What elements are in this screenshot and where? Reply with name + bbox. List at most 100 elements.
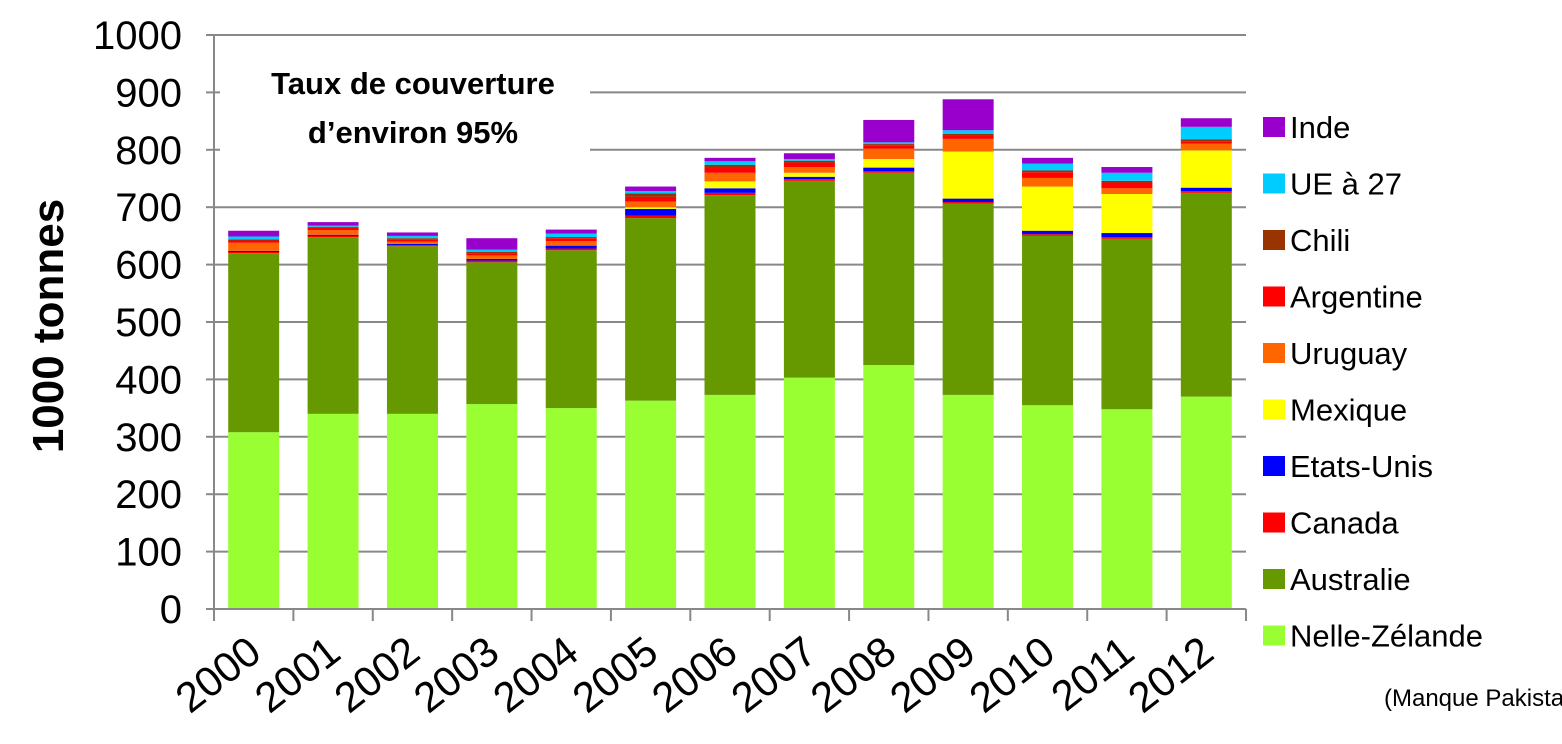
bar-segment xyxy=(386,241,438,244)
bar-segment xyxy=(704,172,756,182)
bar-segment xyxy=(1180,126,1232,140)
bar-segment xyxy=(1022,186,1074,231)
bar-segment xyxy=(1180,139,1232,142)
bar-segment xyxy=(466,262,518,405)
legend-label: Canada xyxy=(1290,506,1399,541)
bar-segment xyxy=(1022,234,1074,236)
bar-segment xyxy=(625,201,677,208)
bar-segment xyxy=(307,235,359,238)
bar-segment xyxy=(545,241,597,246)
bar-segment xyxy=(1101,409,1153,609)
x-tick-label: 2004 xyxy=(484,627,587,722)
x-tick-label: 2001 xyxy=(246,627,349,722)
y-tick-labels: 0 100 200 300 400 500 600 700 800 900 1000 xyxy=(93,14,182,632)
x-tick-label: 2011 xyxy=(1042,627,1142,720)
y-tick-label: 0 xyxy=(160,588,182,632)
bar-segment xyxy=(307,222,359,226)
legend: Inde UE à 27 Chili Argentine Uruguay Mexique E… xyxy=(1263,110,1483,654)
legend-label: Nelle-Zélande xyxy=(1290,619,1483,654)
bar-segment xyxy=(1180,118,1232,127)
legend-swatch xyxy=(1263,343,1285,363)
bar-segment xyxy=(545,408,597,609)
bar-segment xyxy=(704,167,756,173)
bar-segment xyxy=(1101,193,1153,234)
bar-segment xyxy=(466,238,518,250)
bar-segment xyxy=(1022,157,1074,164)
bar-segment xyxy=(1101,233,1153,238)
bar-segment xyxy=(466,251,518,254)
bar-segment xyxy=(307,225,359,227)
legend-swatch xyxy=(1263,569,1285,589)
bar-segment xyxy=(625,215,677,219)
bar-segment xyxy=(307,227,359,231)
bar-segment xyxy=(863,144,915,146)
bar-segment xyxy=(783,172,835,177)
bar-segment xyxy=(466,258,518,261)
bar-segment xyxy=(228,242,280,251)
bar-segment xyxy=(228,251,280,254)
bar-segment xyxy=(1180,192,1232,397)
x-tick-label: 2003 xyxy=(405,627,508,722)
bar-segment xyxy=(228,250,280,252)
bar-segment xyxy=(863,167,915,172)
legend-label: Etats-Unis xyxy=(1290,449,1433,484)
bar-segment xyxy=(942,130,994,134)
x-tick-label: 2002 xyxy=(325,627,428,722)
bar-segment xyxy=(466,404,518,609)
legend-label: Argentine xyxy=(1290,280,1423,315)
legend-swatch xyxy=(1263,117,1285,137)
bar-segment xyxy=(1180,143,1232,151)
bar-segment xyxy=(942,138,994,152)
bar-segment xyxy=(863,142,915,145)
bar-segment xyxy=(625,208,677,216)
bar-segment xyxy=(545,237,597,239)
bar-segment xyxy=(704,164,756,168)
bar-segment xyxy=(228,236,280,240)
legend-label: Chili xyxy=(1290,223,1350,258)
bar-segment xyxy=(942,151,994,199)
x-tick-label: 2008 xyxy=(802,627,905,722)
bar-segment xyxy=(1101,167,1153,173)
bar-segment xyxy=(625,207,677,209)
bar-segment xyxy=(545,229,597,234)
bar-segment xyxy=(228,253,280,433)
bar-segment xyxy=(466,255,518,259)
bar-segment xyxy=(625,400,677,609)
bar-segment xyxy=(386,239,438,242)
bar-segment xyxy=(1180,141,1232,144)
y-tick-label: 500 xyxy=(115,301,182,345)
legend-swatch xyxy=(1263,399,1285,420)
bar-segment xyxy=(307,226,359,228)
bar-segment xyxy=(307,230,359,235)
annotation-line-1: Taux de couverture xyxy=(271,66,555,101)
legend-swatch xyxy=(1263,173,1285,194)
bar-segment xyxy=(783,176,835,180)
legend-swatch xyxy=(1263,625,1285,646)
legend-swatch xyxy=(1263,230,1285,250)
bar-segment xyxy=(1101,238,1153,410)
bar-segment xyxy=(228,240,280,243)
legend-swatch xyxy=(1263,512,1285,533)
bar-segment xyxy=(704,181,756,189)
bar-segment xyxy=(1101,237,1153,239)
footnote: (Manque Pakistan) xyxy=(1384,685,1562,712)
bar-segment xyxy=(783,153,835,159)
annotation-box xyxy=(220,58,590,158)
bar-segment xyxy=(1022,163,1074,171)
x-tick-label: 2007 xyxy=(722,627,825,722)
bar-segment xyxy=(625,186,677,192)
bar-segment xyxy=(386,246,438,414)
bar-segment xyxy=(783,160,835,163)
bar-segment xyxy=(863,171,915,173)
bar-segment xyxy=(386,232,438,236)
x-tick-label: 2006 xyxy=(643,627,746,722)
bar-segment xyxy=(1022,172,1074,178)
bar-segment xyxy=(704,195,756,395)
y-tick-label: 200 xyxy=(115,473,182,517)
bar-segment xyxy=(863,148,915,159)
y-axis-title: 1000 tonnes xyxy=(24,199,73,453)
bar-segment xyxy=(1022,177,1074,187)
legend-label: UE à 27 xyxy=(1290,167,1402,202)
y-tick-label: 400 xyxy=(115,358,182,402)
